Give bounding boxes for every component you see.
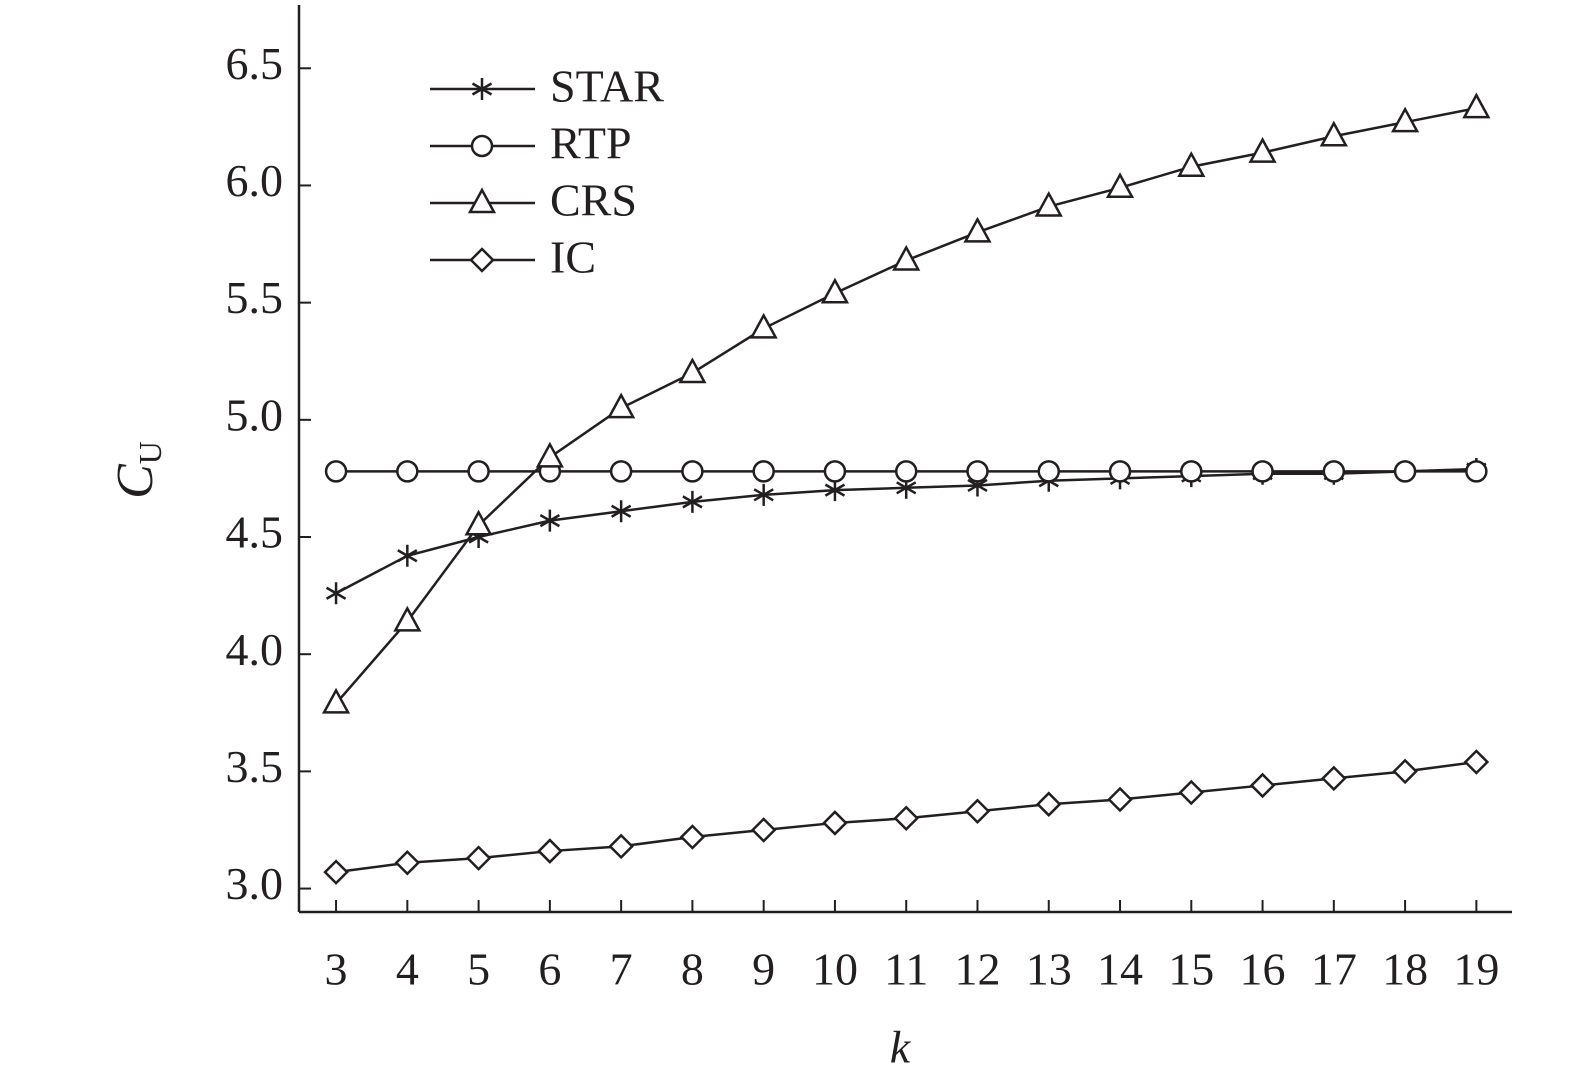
marker [1035,791,1062,817]
marker [893,805,919,832]
y-axis-label-main: C [107,463,164,499]
marker [966,460,989,483]
marker [325,582,347,605]
x-tick-label: 8 [681,944,704,995]
x-tick-label: 12 [954,944,1000,995]
marker [396,460,419,483]
y-tick-label: 3.0 [226,858,284,909]
marker [1251,460,1274,483]
marker [393,605,422,632]
marker [1392,758,1418,785]
marker [1034,190,1063,217]
legend-label: IC [550,232,596,283]
marker [1322,460,1346,483]
marker [467,187,497,214]
x-tick-label: 3 [325,944,348,995]
x-tick-label: 16 [1240,944,1286,995]
x-tick-label: 11 [884,944,928,995]
x-tick-label: 10 [812,944,858,995]
marker [465,845,492,871]
marker [394,850,421,876]
marker [1463,749,1490,775]
x-tick-label: 5 [467,944,490,995]
y-tick-label: 5.0 [226,389,284,440]
marker [824,479,846,502]
marker [1178,779,1205,806]
marker [539,509,561,532]
marker [1390,106,1420,133]
x-tick-label: 4 [396,944,419,995]
x-axis-label: k [890,1022,912,1073]
y-axis-label: CU [107,441,168,499]
marker [1105,172,1135,199]
marker [820,277,850,304]
marker [1107,786,1133,813]
marker [823,460,847,483]
x-tick-label: 7 [610,944,633,995]
marker [1248,137,1277,163]
marker [681,460,704,483]
y-tick-label: 5.5 [226,272,284,323]
x-tick-label: 14 [1097,944,1143,995]
marker [1321,765,1347,792]
series-line [335,106,1477,705]
marker [535,441,564,468]
marker [607,392,636,419]
marker [749,312,778,339]
x-tick-label: 13 [1026,944,1072,995]
y-tick-label: 3.5 [226,741,284,792]
x-tick-label: 15 [1168,944,1214,995]
marker [323,859,349,885]
x-tick-label: 9 [752,944,775,995]
legend-label: STAR [550,61,664,112]
marker [608,833,634,860]
y-tick-label: 6.5 [226,38,284,89]
marker [1465,460,1488,483]
marker [678,357,707,384]
marker [750,817,777,843]
marker [467,460,490,483]
marker [609,460,633,483]
marker [892,244,921,271]
marker [822,810,848,836]
marker [682,490,703,513]
marker [324,460,348,483]
y-axis-label-sub: U [132,441,168,464]
marker [679,824,706,850]
legend-label: CRS [550,175,637,226]
marker [464,509,493,536]
marker [610,500,632,523]
marker [753,483,774,506]
marker [321,687,351,714]
marker [469,247,495,273]
marker [894,460,918,483]
x-tick-label: 17 [1311,944,1357,995]
marker [471,78,493,100]
y-tick-label: 6.0 [226,155,284,206]
marker [1177,151,1206,177]
marker [752,460,775,483]
marker [1037,460,1061,483]
marker [470,134,494,158]
marker [1462,92,1491,119]
x-tick-label: 18 [1382,944,1428,995]
y-tick-label: 4.5 [226,507,284,558]
marker [1180,460,1203,483]
marker [1108,460,1132,483]
legend-label: RTP [550,118,632,169]
marker [1249,772,1276,799]
marker [397,544,418,567]
marker [1319,120,1348,147]
x-tick-label: 19 [1453,944,1499,995]
y-tick-label: 4.0 [226,624,284,675]
marker [537,838,563,864]
marker [1393,460,1417,483]
marker [964,798,991,824]
marker [963,216,992,243]
x-tick-label: 6 [538,944,561,995]
